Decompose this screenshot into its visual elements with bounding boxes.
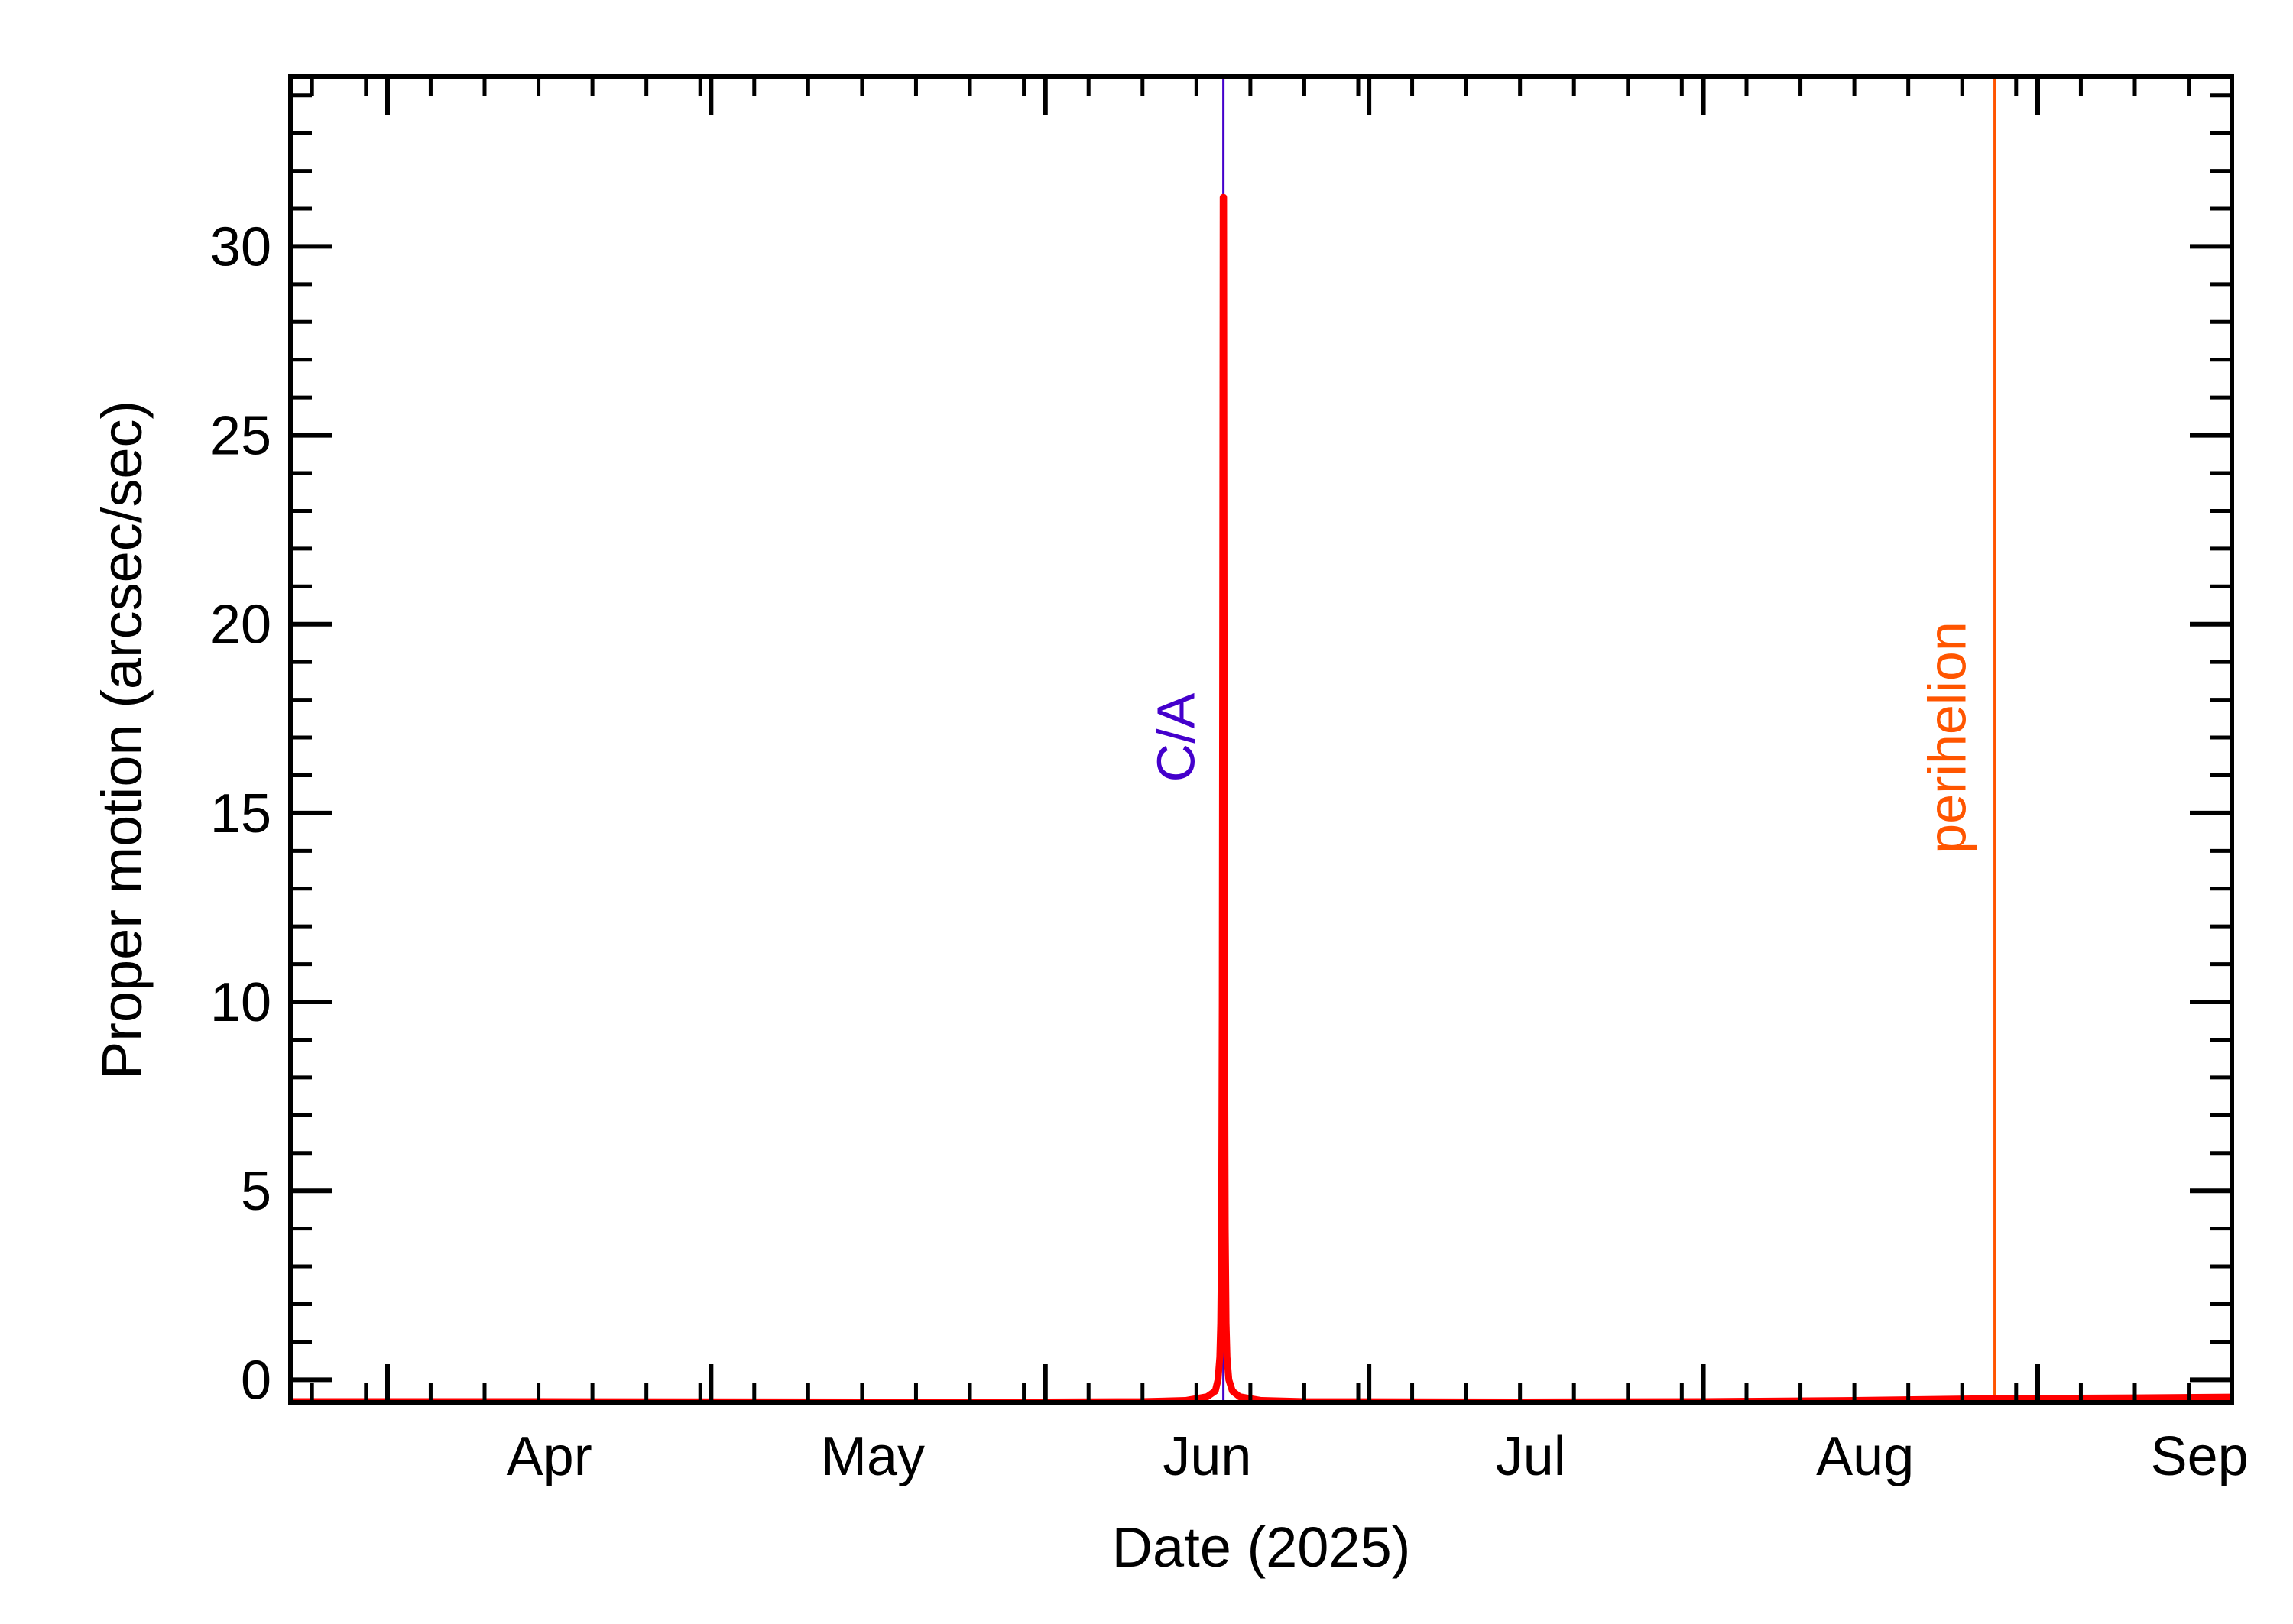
marker-label: C/A [1146, 692, 1206, 782]
y-axis-label: Proper motion (arcsec/sec) [90, 400, 154, 1079]
y-tick-label: 0 [241, 1350, 271, 1411]
y-tick-label: 15 [210, 783, 271, 844]
x-tick-label: Sep [2151, 1426, 2249, 1487]
y-tick-label: 20 [210, 595, 271, 656]
x-tick-label: May [821, 1426, 925, 1487]
marker-label: perihelion [1918, 621, 1977, 854]
y-tick-label: 25 [210, 406, 271, 467]
y-tick-label: 10 [210, 972, 271, 1033]
x-tick-label: Aug [1816, 1426, 1914, 1487]
x-tick-label: Jun [1163, 1426, 1251, 1487]
x-tick-label: Jul [1496, 1426, 1566, 1487]
tick-layer [290, 76, 2232, 1402]
marker-layer [1222, 76, 1996, 1402]
tick-label-layer: Apr May Jun Jul Aug Sep 0 5 10 15 20 25 30 C/A perihel… [210, 216, 2249, 1487]
y-tick-label: 5 [241, 1161, 271, 1222]
x-axis-label: Date (2025) [1112, 1515, 1411, 1579]
plot-frame [288, 74, 2234, 1405]
y-tick-label: 30 [210, 216, 271, 277]
x-tick-label: Apr [507, 1426, 592, 1487]
